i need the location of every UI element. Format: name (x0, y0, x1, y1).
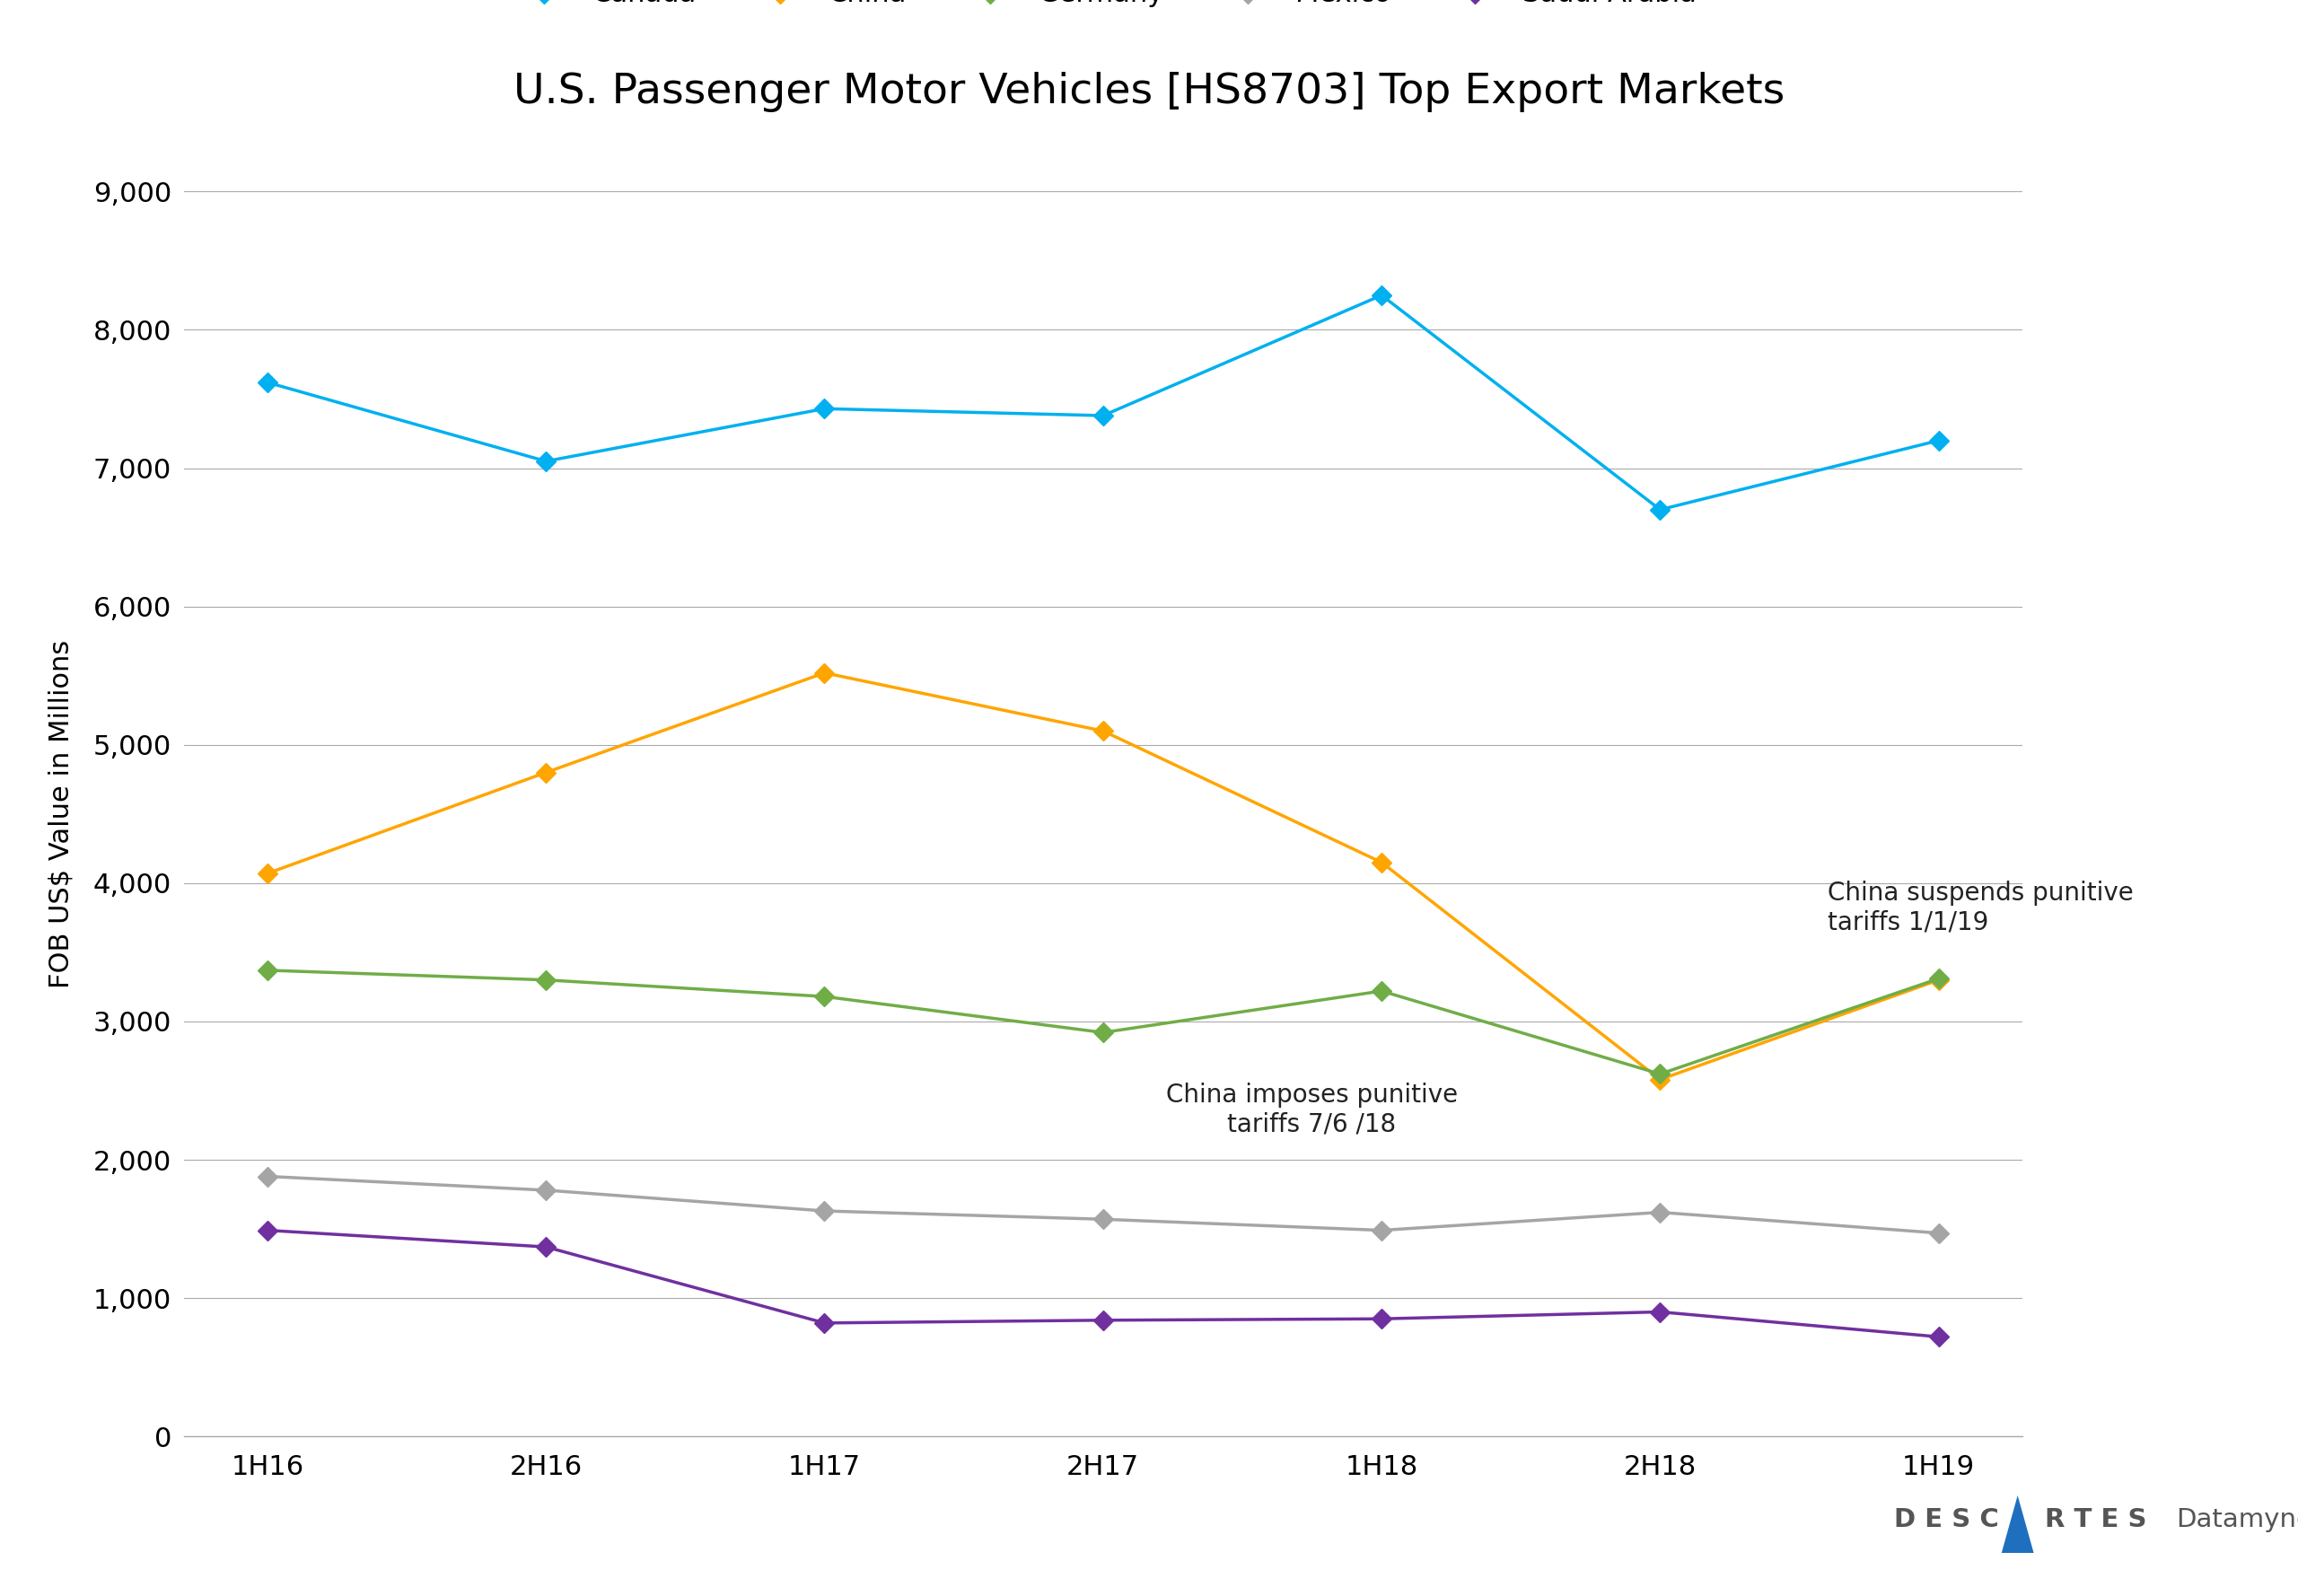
Germany (1367, 982, 1395, 1001)
Germany (1089, 1023, 1117, 1042)
China (1367, 852, 1395, 871)
China (253, 863, 280, 883)
China (1926, 970, 1953, 990)
Text: China suspends punitive
tariffs 1/1/19: China suspends punitive tariffs 1/1/19 (1827, 881, 2133, 935)
Saudi Arabia (533, 1237, 561, 1256)
Text: U.S. Passenger Motor Vehicles [HS8703] Top Export Markets: U.S. Passenger Motor Vehicles [HS8703] T… (512, 72, 1786, 112)
Canada (253, 373, 280, 393)
Mexico (253, 1167, 280, 1186)
Line: Canada: Canada (260, 289, 1946, 517)
Germany (253, 961, 280, 980)
Saudi Arabia (1645, 1302, 1673, 1321)
Germany (1926, 969, 1953, 988)
Line: Saudi Arabia: Saudi Arabia (260, 1224, 1946, 1344)
Legend: Canada, China, Germany, Mexico, Saudi Arabia: Canada, China, Germany, Mexico, Saudi Ar… (510, 0, 1696, 8)
Canada (811, 399, 839, 418)
China (1089, 721, 1117, 741)
Saudi Arabia (253, 1221, 280, 1240)
Line: Mexico: Mexico (260, 1170, 1946, 1240)
Mexico (1645, 1203, 1673, 1223)
Text: China imposes punitive
tariffs 7/6 /18: China imposes punitive tariffs 7/6 /18 (1165, 1082, 1457, 1136)
Canada (1926, 431, 1953, 450)
Mexico (1367, 1221, 1395, 1240)
Text: R T E S: R T E S (2045, 1507, 2146, 1532)
China (1645, 1069, 1673, 1088)
Canada (1089, 405, 1117, 425)
Y-axis label: FOB US$ Value in Millions: FOB US$ Value in Millions (48, 640, 74, 988)
China (533, 763, 561, 782)
Text: D E S C: D E S C (1894, 1507, 1999, 1532)
Saudi Arabia (1367, 1309, 1395, 1328)
Canada (533, 452, 561, 471)
Germany (811, 986, 839, 1005)
Germany (1645, 1065, 1673, 1084)
Mexico (1089, 1210, 1117, 1229)
Line: Germany: Germany (260, 964, 1946, 1080)
Mexico (533, 1181, 561, 1200)
Canada (1645, 500, 1673, 519)
Germany (533, 970, 561, 990)
Saudi Arabia (811, 1314, 839, 1333)
Text: Datamyne: Datamyne (2176, 1507, 2298, 1532)
Mexico (811, 1202, 839, 1221)
Line: China: China (260, 666, 1946, 1087)
Canada (1367, 286, 1395, 305)
Saudi Arabia (1926, 1328, 1953, 1347)
Polygon shape (2002, 1495, 2034, 1553)
Saudi Arabia (1089, 1310, 1117, 1329)
Mexico (1926, 1224, 1953, 1243)
China (811, 664, 839, 683)
